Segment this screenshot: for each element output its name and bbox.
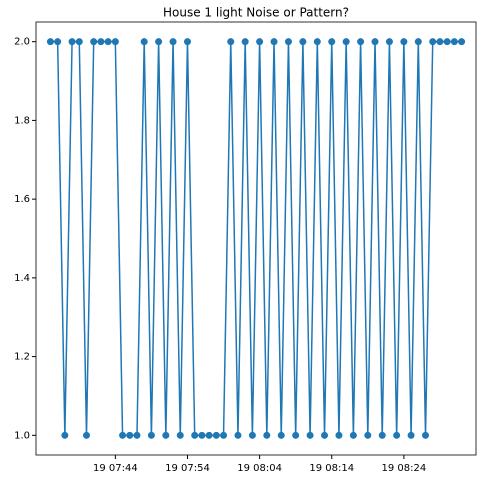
- data-point: [407, 431, 415, 439]
- data-point: [277, 431, 285, 439]
- data-point: [342, 38, 350, 46]
- data-point: [458, 38, 466, 46]
- data-point: [169, 38, 177, 46]
- data-point: [191, 431, 199, 439]
- data-point: [393, 431, 401, 439]
- data-point: [450, 38, 458, 46]
- data-point: [212, 431, 220, 439]
- data-point: [54, 38, 62, 46]
- data-point: [364, 431, 372, 439]
- data-point: [284, 38, 292, 46]
- x-tick-label: 19 08:24: [382, 463, 427, 474]
- data-point: [443, 38, 451, 46]
- y-tick-label: 1.8: [14, 115, 30, 126]
- data-point: [422, 431, 430, 439]
- data-point: [176, 431, 184, 439]
- data-point: [133, 431, 141, 439]
- x-tick-label: 19 07:54: [165, 463, 210, 474]
- data-point: [241, 38, 249, 46]
- data-point: [313, 38, 321, 46]
- data-line: [50, 40, 462, 437]
- data-point: [82, 431, 90, 439]
- data-point: [111, 38, 119, 46]
- data-point: [147, 431, 155, 439]
- x-tick-label: 19 07:44: [93, 463, 138, 474]
- data-point: [270, 38, 278, 46]
- data-point: [104, 38, 112, 46]
- data-point: [68, 38, 76, 46]
- data-point: [126, 431, 134, 439]
- data-point: [75, 38, 83, 46]
- data-point: [429, 38, 437, 46]
- data-point: [61, 431, 69, 439]
- data-point: [436, 38, 444, 46]
- y-tick-label: 1.2: [14, 352, 30, 363]
- data-point: [183, 38, 191, 46]
- data-point: [349, 431, 357, 439]
- data-point: [335, 431, 343, 439]
- plot-frame: [35, 21, 477, 456]
- y-tick-label: 1.6: [14, 194, 30, 205]
- y-tick-label: 1.4: [14, 273, 30, 284]
- data-point: [119, 431, 127, 439]
- data-point: [378, 431, 386, 439]
- data-point: [414, 38, 422, 46]
- data-point: [321, 431, 329, 439]
- data-point: [256, 38, 264, 46]
- data-point: [400, 38, 408, 46]
- data-point: [299, 38, 307, 46]
- data-point: [227, 38, 235, 46]
- data-point: [97, 38, 105, 46]
- data-point: [162, 431, 170, 439]
- data-point: [306, 431, 314, 439]
- data-point: [234, 431, 242, 439]
- data-point: [220, 431, 228, 439]
- data-point: [292, 431, 300, 439]
- data-point: [140, 38, 148, 46]
- x-tick-label: 19 08:04: [237, 463, 282, 474]
- data-point: [385, 38, 393, 46]
- data-point: [263, 431, 271, 439]
- chart-title: House 1 light Noise or Pattern?: [163, 6, 349, 20]
- data-point: [155, 38, 163, 46]
- data-point: [371, 38, 379, 46]
- data-point: [90, 38, 98, 46]
- data-point: [198, 431, 206, 439]
- x-tick-label: 19 08:14: [309, 463, 354, 474]
- data-point: [328, 38, 336, 46]
- data-point: [248, 431, 256, 439]
- data-point: [46, 38, 54, 46]
- data-point: [357, 38, 365, 46]
- data-point: [205, 431, 213, 439]
- y-tick-label: 1.0: [14, 430, 30, 441]
- y-tick-label: 2.0: [14, 37, 30, 48]
